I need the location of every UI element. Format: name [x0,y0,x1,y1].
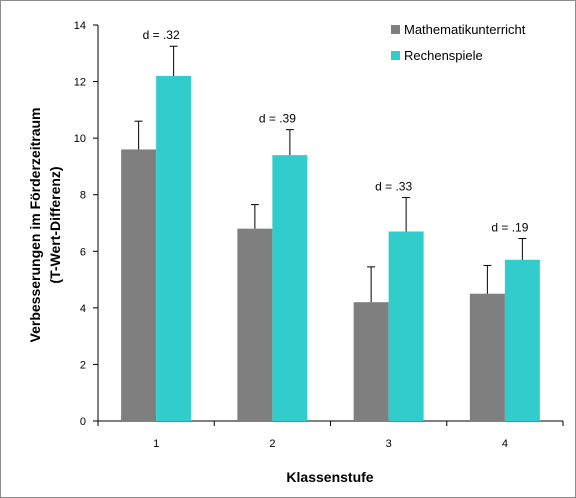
y-tick-label: 8 [80,190,86,202]
x-tick-label: 1 [153,438,159,450]
effect-size-label: d = .19 [491,221,528,235]
y-axis-title-line1: Verbesserungen im Förderzeitraum [27,108,43,343]
bar-rechenspiele-1 [156,75,192,422]
x-tick-label: 3 [386,438,392,450]
effect-size-label: d = .33 [375,180,412,194]
y-axis: 0 2 4 6 8 10 12 14 [74,20,99,428]
bar-rechenspiele-4 [504,259,540,421]
bar-mathematikunterricht-3 [353,302,389,421]
legend-swatch-rechenspiele [391,51,400,60]
y-tick-label: 4 [80,303,86,315]
legend-label-rechenspiele: Rechenspiele [404,48,483,63]
y-tick-label: 6 [80,246,86,258]
x-axis-title: Klassenstufe [286,469,373,485]
effect-size-label: d = .39 [259,112,296,126]
bar-mathematikunterricht-1 [121,149,157,421]
effect-size-labels: d = .32 d = .39 d = .33 d = .19 [143,28,529,234]
y-tick-label: 12 [74,77,86,89]
y-tick-label: 0 [80,416,86,428]
x-axis: 1 2 3 4 [97,420,564,450]
bar-mathematikunterricht-2 [237,228,273,421]
bar-mathematikunterricht-4 [469,293,505,421]
bar-rechenspiele-3 [388,231,424,421]
bars [121,75,540,422]
x-tick-label: 4 [502,438,508,450]
bar-rechenspiele-2 [272,155,308,421]
effect-size-label: d = .32 [143,28,180,42]
x-tick-label: 2 [269,438,275,450]
y-tick-label: 10 [74,133,86,145]
legend-swatch-mathematikunterricht [391,25,400,34]
y-tick-label: 14 [74,20,86,32]
legend-label-mathematikunterricht: Mathematikunterricht [404,22,526,37]
error-bars [134,45,527,303]
legend: Mathematikunterricht Rechenspiele [391,22,526,63]
y-axis-title-line2: (T-Wert-Differenz) [47,166,63,283]
y-tick-label: 2 [80,359,86,371]
